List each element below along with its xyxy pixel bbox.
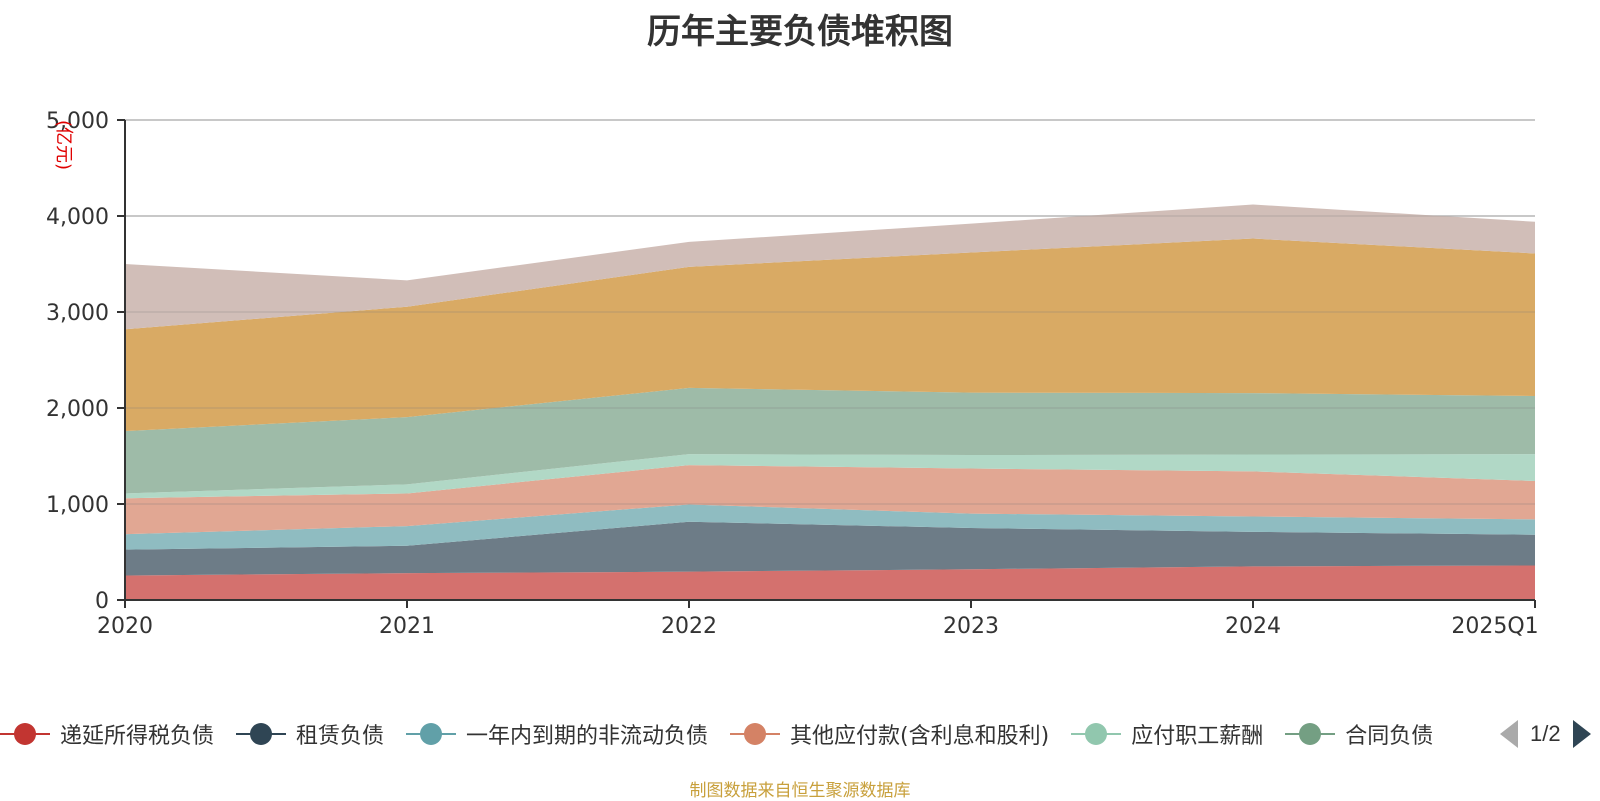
y-tick-label: 0: [95, 589, 109, 614]
legend-marker-icon: [236, 722, 287, 746]
area-series-7[interactable]: [125, 204, 1535, 330]
legend-item-5[interactable]: 合同负债: [1285, 714, 1433, 754]
y-tick-label: 2,000: [46, 397, 109, 422]
area-series-6[interactable]: [125, 238, 1535, 432]
area-series-1[interactable]: [125, 521, 1535, 576]
x-tick-label: 2021: [379, 614, 435, 639]
y-tick-label: 1,000: [46, 493, 109, 518]
legend-page-indicator: 1/2: [1530, 721, 1561, 746]
y-axis-label: (亿元): [53, 120, 74, 170]
legend-marker-icon: [1071, 722, 1122, 746]
legend-item-label: 其他应付款(含利息和股利): [790, 724, 1050, 749]
x-tick-label: 2020: [97, 614, 153, 639]
source-note: 制图数据来自恒生聚源数据库: [689, 781, 911, 801]
legend-marker-icon: [730, 722, 781, 746]
area-series-3[interactable]: [125, 465, 1535, 535]
area-series-2[interactable]: [125, 504, 1535, 550]
legend-item-1[interactable]: 租赁负债: [236, 714, 384, 754]
legend-items: 递延所得税负债 租赁负债 一年内到期的非流动负债 其他应付款(含利息和股利) 应付职工薪…: [0, 714, 1478, 754]
x-tick-label: 2025Q1: [1451, 614, 1538, 639]
area-series-5[interactable]: [125, 387, 1535, 494]
legend-item-3[interactable]: 其他应付款(含利息和股利): [730, 714, 1049, 754]
area-series-0[interactable]: [125, 565, 1535, 600]
x-tick-label: 2022: [661, 614, 717, 639]
legend-item-label: 应付职工薪酬: [1131, 724, 1264, 749]
legend-item-2[interactable]: 一年内到期的非流动负债: [406, 714, 708, 754]
legend-pager: 1/2: [1500, 714, 1591, 754]
legend-item-4[interactable]: 应付职工薪酬: [1071, 714, 1263, 754]
legend-marker-icon: [406, 722, 457, 746]
legend: 递延所得税负债 租赁负债 一年内到期的非流动负债 其他应付款(含利息和股利) 应付职工薪…: [0, 714, 1600, 754]
y-tick-label: 4,000: [46, 205, 109, 230]
x-tick-label: 2023: [943, 614, 999, 639]
legend-item-label: 递延所得税负债: [60, 724, 215, 749]
axis-layer: 0 1,000 2,000 3,000 4,000 5,000 2020 2021 2022 20…: [46, 109, 1539, 639]
y-tick-label: 3,000: [46, 301, 109, 326]
legend-item-label: 一年内到期的非流动负债: [466, 724, 709, 749]
legend-item-label: 租赁负债: [296, 724, 385, 749]
area-series-4[interactable]: [125, 454, 1535, 499]
legend-item-label: 合同负债: [1345, 724, 1434, 749]
legend-next-icon[interactable]: [1572, 720, 1591, 748]
legend-marker-icon: [1285, 722, 1336, 746]
legend-item-0[interactable]: 递延所得税负债: [0, 714, 214, 754]
x-tick-label: 2024: [1225, 614, 1281, 639]
legend-marker-icon: [0, 722, 50, 746]
area-layer: [125, 119, 1535, 600]
chart-title: 历年主要负债堆积图: [647, 12, 953, 52]
y-tick-label: 5,000: [46, 109, 109, 134]
legend-prev-icon[interactable]: [1500, 720, 1518, 748]
